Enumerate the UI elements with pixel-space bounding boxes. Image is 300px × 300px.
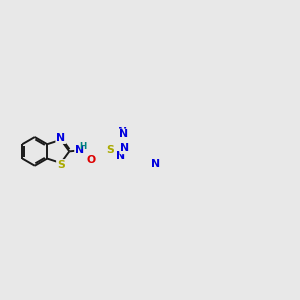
- Text: O: O: [87, 155, 96, 165]
- Text: N: N: [151, 158, 160, 169]
- Text: N: N: [75, 146, 84, 155]
- Text: S: S: [106, 146, 114, 155]
- Text: N: N: [120, 143, 129, 153]
- Text: N: N: [116, 151, 125, 161]
- Text: S: S: [57, 160, 65, 170]
- Text: N: N: [119, 129, 128, 140]
- Text: H: H: [79, 142, 86, 152]
- Text: N: N: [56, 133, 65, 143]
- Text: N: N: [118, 127, 127, 137]
